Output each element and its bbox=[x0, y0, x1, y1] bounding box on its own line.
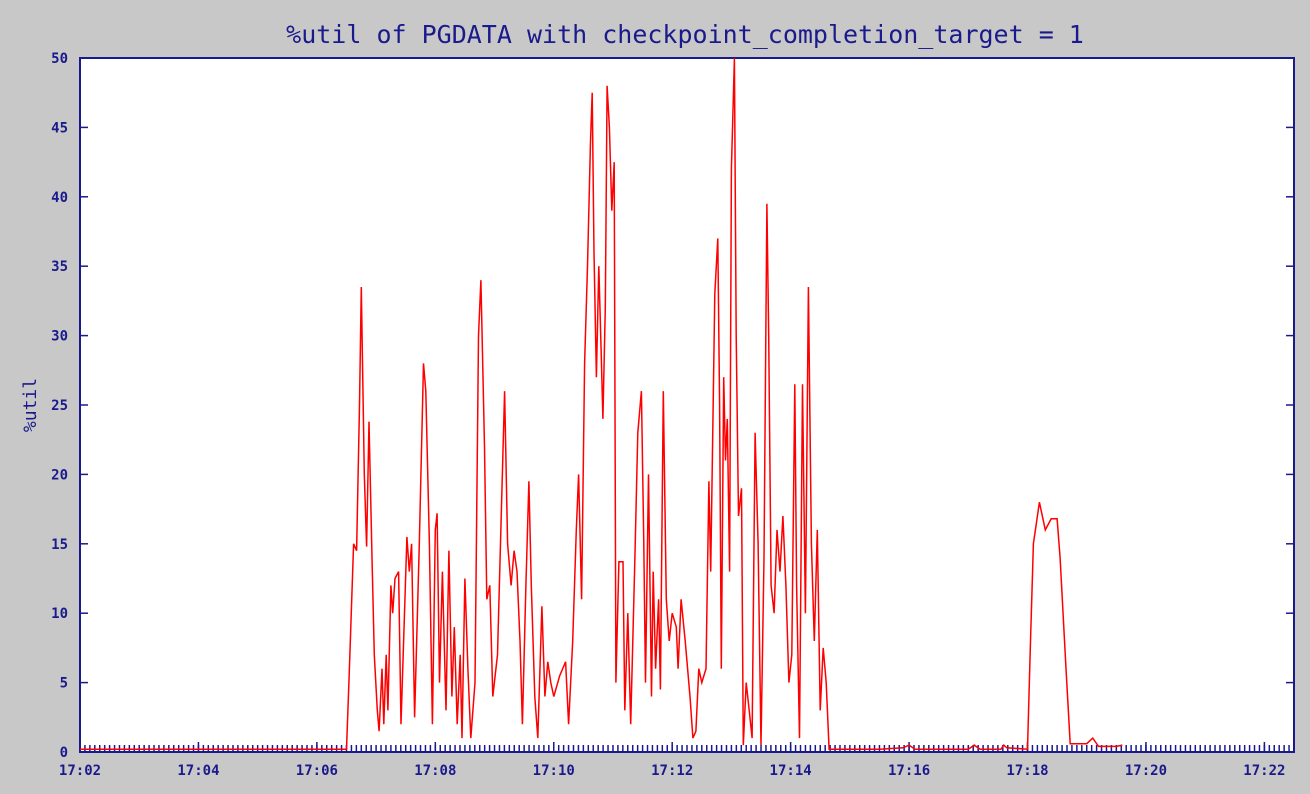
y-tick-label: 40 bbox=[51, 190, 68, 206]
plot-area bbox=[79, 57, 1295, 753]
x-tick-label: 17:04 bbox=[177, 763, 219, 779]
y-tick-label: 50 bbox=[51, 51, 68, 67]
y-tick-label: 0 bbox=[60, 745, 68, 761]
y-tick-label: 5 bbox=[60, 676, 68, 692]
y-axis: 0 5 10 15 20 25 30 35 40 45 50 bbox=[51, 51, 1294, 761]
x-tick-label: 17:08 bbox=[414, 763, 456, 779]
y-tick-label: 25 bbox=[51, 398, 68, 414]
x-tick-label: 17:10 bbox=[533, 763, 575, 779]
x-tick-label: 17:20 bbox=[1125, 763, 1167, 779]
x-axis: 17:02 17:04 17:06 17:08 17:10 17:12 17:14 17:16… bbox=[59, 742, 1285, 779]
util-series-line bbox=[80, 57, 1123, 751]
x-tick-label: 17:12 bbox=[651, 763, 693, 779]
y-tick-label: 45 bbox=[51, 120, 68, 136]
x-tick-label: 17:22 bbox=[1243, 763, 1285, 779]
y-tick-label: 35 bbox=[51, 259, 68, 275]
x-tick-label: 17:06 bbox=[296, 763, 338, 779]
x-tick-label: 17:14 bbox=[770, 763, 812, 779]
y-axis-label: %util bbox=[20, 378, 41, 432]
x-tick-label: 17:18 bbox=[1006, 763, 1048, 779]
x-tick-label: 17:16 bbox=[888, 763, 930, 779]
x-tick-label: 17:02 bbox=[59, 763, 101, 779]
y-tick-label: 10 bbox=[51, 606, 68, 622]
chart-title: %util of PGDATA with checkpoint_completi… bbox=[286, 20, 1084, 49]
y-tick-label: 20 bbox=[51, 467, 68, 483]
y-tick-label: 15 bbox=[51, 537, 68, 553]
y-tick-label: 30 bbox=[51, 329, 68, 345]
